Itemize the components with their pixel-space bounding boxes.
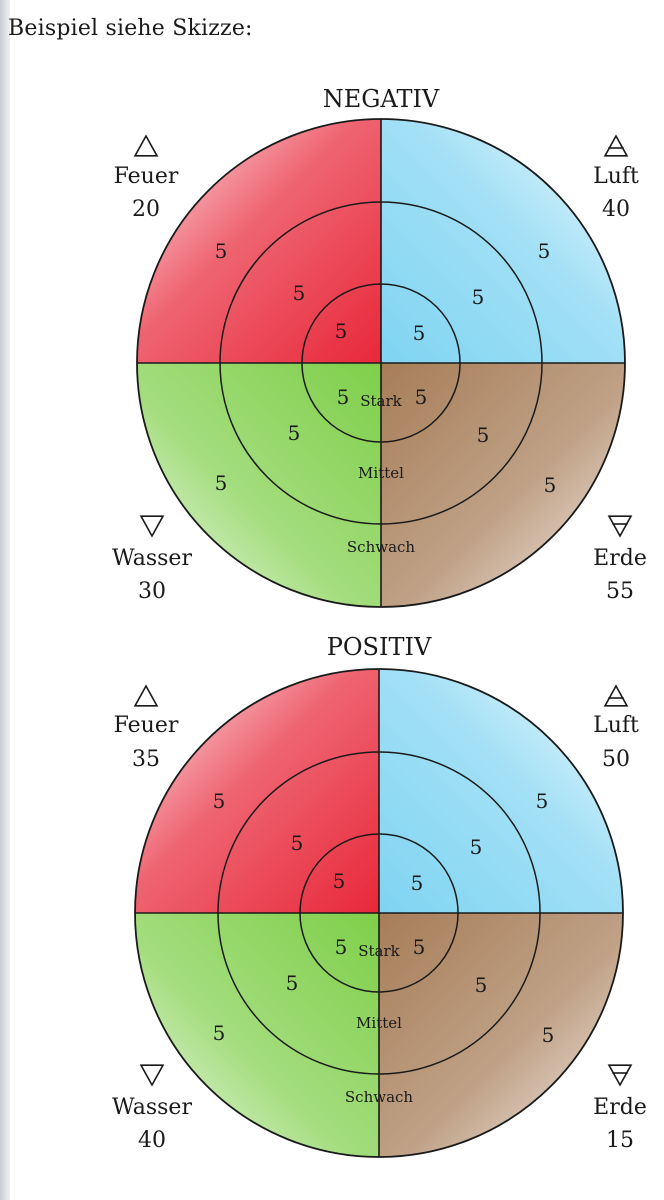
ring-value-erde: 5 <box>475 973 488 997</box>
ring-value-feuer: 5 <box>335 319 348 343</box>
wasser-symbol-icon <box>139 1064 165 1087</box>
ring-label-mittel: Mittel <box>356 1014 402 1032</box>
quadrant-wasser <box>137 363 381 607</box>
ring-value-wasser: 5 <box>213 1021 226 1045</box>
luft-label: Luft <box>593 713 639 738</box>
quadrant-erde <box>379 913 623 1157</box>
quadrant-feuer <box>137 119 381 363</box>
ring-label-mittel: Mittel <box>358 464 404 482</box>
ring-label-stark: Stark <box>360 392 402 410</box>
wasser-value: 40 <box>138 1128 166 1153</box>
element-wheel-negativ: NEGATIV555555555555StarkMittelSchwachFeu… <box>112 85 647 608</box>
diagram-title: NEGATIV <box>323 85 440 113</box>
erde-value: 15 <box>606 1128 634 1153</box>
erde-label: Erde <box>593 546 647 571</box>
luft-value: 40 <box>602 197 630 222</box>
page-edge-shadow <box>0 0 10 1200</box>
wasser-symbol-icon <box>139 515 165 538</box>
wasser-value: 30 <box>138 579 166 604</box>
feuer-value: 35 <box>132 747 160 772</box>
ring-value-feuer: 5 <box>293 281 306 305</box>
luft-symbol-icon <box>603 134 629 157</box>
element-wheel-positiv: POSITIV 5 5 5 5 5 5 5 5 5 5 5 5 Stark Mittel Schwach Feu… <box>112 633 647 1158</box>
ring-value-luft: 5 <box>413 321 426 345</box>
erde-value: 55 <box>606 579 634 604</box>
ring-value-erde: 5 <box>544 473 557 497</box>
feuer-value: 20 <box>132 197 160 222</box>
erde-symbol-icon <box>607 1064 633 1087</box>
quadrant-luft <box>379 669 623 913</box>
ring-value-wasser: 5 <box>286 971 299 995</box>
ring-label-schwach: Schwach <box>347 538 416 556</box>
quadrant-wasser <box>135 913 379 1157</box>
ring-value-wasser: 5 <box>337 385 350 409</box>
wasser-label: Wasser <box>112 1095 192 1120</box>
quadrant-luft <box>381 119 625 363</box>
erde-symbol-icon <box>607 515 633 538</box>
intro-text: Beispiel siehe Skizze: <box>8 16 253 41</box>
ring-value-erde: 5 <box>542 1023 555 1047</box>
ring-value-luft: 5 <box>536 789 549 813</box>
ring-value-erde: 5 <box>413 935 426 959</box>
ring-value-luft: 5 <box>470 835 483 859</box>
ring-value-luft: 5 <box>411 871 424 895</box>
ring-value-wasser: 5 <box>215 471 228 495</box>
ring-value-wasser: 5 <box>335 935 348 959</box>
quadrant-erde <box>381 363 625 607</box>
ring-value-erde: 5 <box>477 423 490 447</box>
ring-value-feuer: 5 <box>213 789 226 813</box>
luft-value: 50 <box>602 747 630 772</box>
diagram-title: POSITIV <box>327 633 432 661</box>
ring-value-feuer: 5 <box>333 869 346 893</box>
ring-value-feuer: 5 <box>215 239 228 263</box>
ring-value-luft: 5 <box>472 285 485 309</box>
luft-symbol-icon <box>603 684 629 707</box>
feuer-label: Feuer <box>114 713 179 738</box>
ring-value-wasser: 5 <box>288 421 301 445</box>
feuer-label: Feuer <box>114 164 179 189</box>
feuer-symbol-icon <box>133 134 159 157</box>
wasser-label: Wasser <box>112 546 192 571</box>
quadrant-feuer <box>135 669 379 913</box>
ring-value-feuer: 5 <box>291 831 304 855</box>
ring-label-stark: Stark <box>358 942 400 960</box>
luft-label: Luft <box>593 164 639 189</box>
erde-label: Erde <box>593 1095 647 1120</box>
ring-label-schwach: Schwach <box>345 1088 414 1106</box>
ring-value-erde: 5 <box>415 385 428 409</box>
feuer-symbol-icon <box>133 684 159 707</box>
ring-value-luft: 5 <box>538 239 551 263</box>
